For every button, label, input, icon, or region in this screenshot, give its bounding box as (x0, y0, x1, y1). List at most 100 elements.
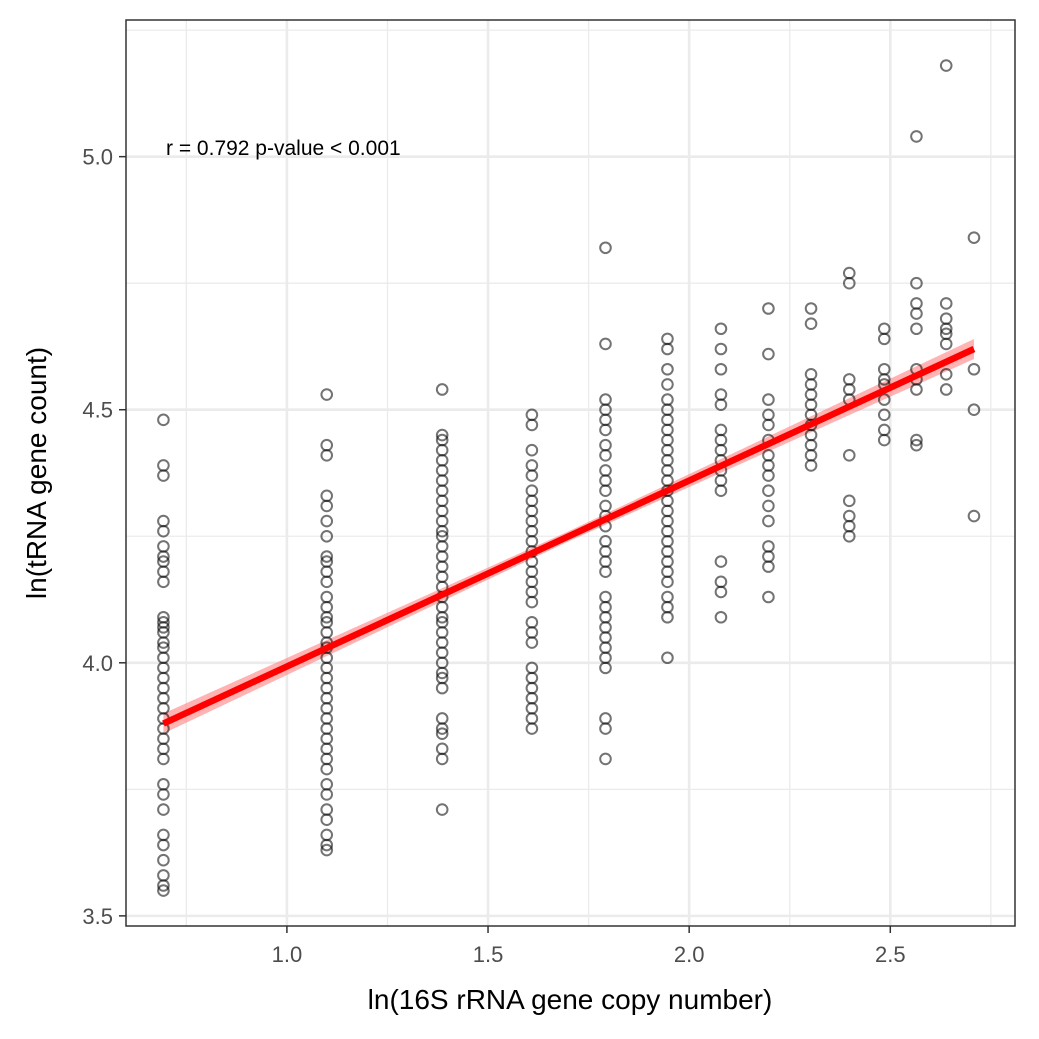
data-point (525, 469, 539, 482)
x-tick-label: 2.5 (875, 942, 906, 967)
data-point (910, 307, 923, 320)
data-point (939, 59, 953, 72)
data-point (320, 550, 334, 563)
data-point (320, 762, 334, 776)
data-point (842, 448, 856, 462)
x-tick-label: 2.0 (674, 942, 705, 967)
y-tick-label: 3.5 (82, 904, 113, 929)
data-point (320, 788, 334, 801)
data-point (910, 433, 923, 447)
data-point (910, 276, 923, 290)
y-tick-label: 4.0 (82, 651, 113, 676)
data-point (714, 484, 728, 498)
data-point (599, 661, 612, 675)
data-point (435, 803, 449, 816)
data-point (877, 433, 891, 447)
data-point (762, 484, 775, 498)
data-point (877, 408, 891, 422)
data-point (661, 342, 674, 356)
data-point (714, 322, 728, 336)
data-point (910, 130, 923, 143)
data-point (877, 393, 891, 406)
data-point (525, 595, 539, 609)
data-point (599, 423, 612, 437)
data-point (525, 636, 539, 649)
correlation-annotation: r = 0.792 p-value < 0.001 (166, 137, 401, 160)
data-point (967, 231, 981, 244)
data-point (525, 722, 539, 735)
data-point (661, 610, 674, 624)
data-point (525, 418, 539, 432)
data-point (939, 368, 953, 381)
y-tick-label: 5.0 (82, 145, 113, 170)
data-point (762, 347, 775, 361)
data-point (157, 788, 170, 801)
data-point (910, 438, 923, 452)
data-point (599, 337, 612, 351)
regression-line (162, 346, 976, 727)
data-point (599, 722, 612, 735)
data-point (157, 884, 170, 897)
data-point (842, 529, 856, 543)
data-point (661, 651, 674, 665)
data-point (435, 524, 449, 538)
plot-border (125, 19, 1016, 927)
data-point (910, 322, 923, 336)
data-point (599, 448, 612, 462)
data-point (804, 302, 818, 315)
data-point (157, 550, 170, 563)
data-point (157, 636, 170, 649)
data-point (762, 469, 775, 482)
data-point (804, 317, 818, 330)
data-point (762, 560, 775, 573)
data-point (157, 853, 170, 867)
data-point (661, 378, 674, 391)
data-point (320, 610, 334, 624)
data-point (157, 752, 170, 766)
data-point (939, 322, 953, 336)
data-point (157, 469, 170, 482)
data-point (877, 373, 891, 386)
data-point (877, 332, 891, 346)
data-point (157, 803, 170, 816)
data-point (435, 722, 449, 735)
data-point (599, 752, 612, 766)
data-point (320, 813, 334, 827)
data-point (157, 838, 170, 852)
data-point (714, 610, 728, 624)
data-point (714, 342, 728, 356)
data-point (714, 362, 728, 376)
data-point (842, 276, 856, 290)
data-point (661, 575, 674, 589)
data-point (320, 499, 334, 513)
data-point (661, 362, 674, 376)
data-point (910, 383, 923, 396)
data-point (435, 383, 449, 396)
data-point (435, 752, 449, 766)
data-point (939, 297, 953, 310)
data-point (714, 555, 728, 568)
data-point (320, 838, 334, 852)
data-point (157, 879, 170, 892)
y-tick-label: 4.5 (82, 398, 113, 423)
data-point (762, 499, 775, 513)
data-point (967, 362, 981, 376)
data-point (320, 514, 334, 528)
regression-line-group (162, 346, 976, 727)
data-point (320, 529, 334, 543)
data-point (939, 383, 953, 396)
data-point (320, 843, 334, 857)
data-point (804, 459, 818, 472)
data-point (435, 666, 449, 680)
data-point (435, 610, 449, 624)
data-point (714, 398, 728, 411)
data-point (320, 388, 334, 401)
x-tick-label: 1.0 (272, 942, 303, 967)
data-point (967, 403, 981, 417)
x-tick-label: 1.5 (473, 942, 504, 967)
data-point (842, 494, 856, 508)
y-axis-title: ln(tRNA gene count) (21, 347, 52, 599)
data-point (599, 484, 612, 498)
data-point (939, 337, 953, 351)
